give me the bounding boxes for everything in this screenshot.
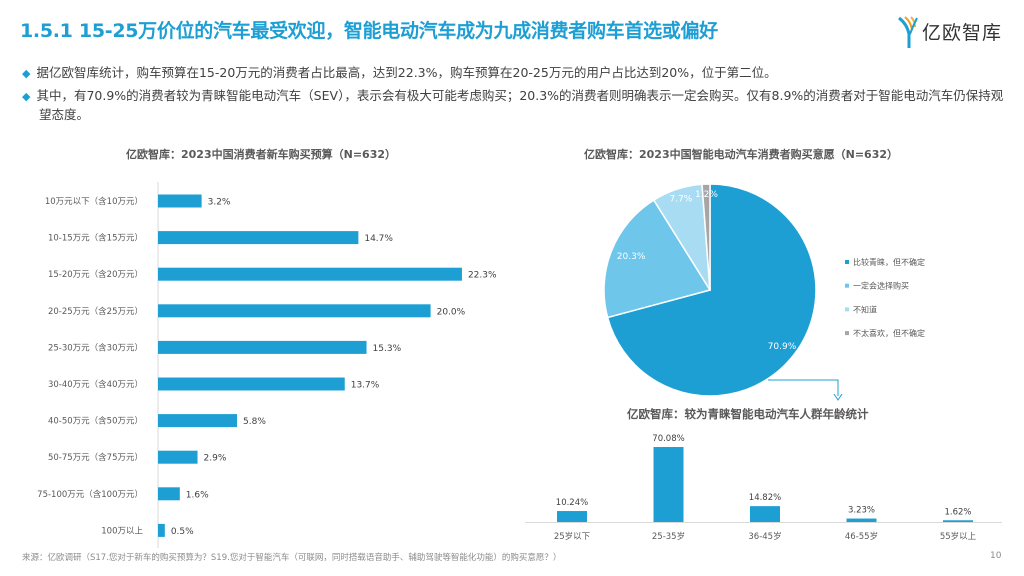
bullet-text: 据亿欧智库统计，购车预算在15-20万元的消费者占比最高，达到22.3%，购车预… (36, 65, 777, 80)
legend-label: 不知道 (853, 304, 877, 314)
intent-chart-title: 亿欧智库：2023中国智能电动汽车消费者购买意愿（N=632） (584, 148, 898, 161)
budget-category-label: 15-20万元（含20万元） (48, 269, 143, 280)
budget-bar (158, 231, 359, 245)
budget-category-label: 75-100万元（含100万元） (37, 489, 143, 500)
bullet-text: 其中，有70.9%的消费者较为青睐智能电动汽车（SEV），表示会有极大可能考虑购… (36, 88, 1004, 122)
legend-label: 一定会选择购买 (853, 281, 909, 291)
budget-value-label: 20.0% (437, 307, 466, 317)
budget-value-label: 1.6% (186, 490, 209, 500)
bullet-1: ◆ 据亿欧智库统计，购车预算在15-20万元的消费者占比最高，达到22.3%，购车… (22, 64, 1002, 83)
budget-bar (158, 304, 431, 318)
source-note: 来源：亿欧调研（S17.您对于新车的购买预算为？S19.您对于智能汽车（可联网，… (22, 553, 562, 563)
age-value-label: 1.62% (944, 507, 971, 517)
budget-bar (158, 414, 238, 428)
page-title: 1.5.1 15-25万价位的汽车最受欢迎，智能电动汽车成为九成消费者购车首选或… (20, 20, 718, 42)
arrow-down-icon (833, 393, 843, 401)
age-value-label: 10.24% (556, 498, 588, 508)
budget-bar (158, 340, 367, 354)
budget-category-label: 25-30万元（含30万元） (48, 342, 143, 353)
budget-value-label: 14.7% (364, 234, 393, 244)
pie-value-label: 20.3% (617, 252, 646, 262)
budget-bar (158, 267, 462, 281)
pie-slice (606, 183, 817, 397)
budget-value-label: 13.7% (351, 381, 380, 391)
age-chart-title: 亿欧智库：较为青睐智能电动汽车人群年龄统计 (627, 407, 869, 421)
budget-chart-title: 亿欧智库：2023中国消费者新车购买预算（N=632） (126, 148, 396, 161)
budget-value-label: 3.2% (208, 198, 231, 208)
pie-slice (603, 199, 712, 319)
budget-category-label: 20-25万元（含25万元） (48, 306, 143, 317)
budget-category-label: 10万元以下（含10万元） (45, 196, 143, 207)
budget-bar (158, 194, 202, 208)
pie-value-label: 70.9% (768, 342, 797, 352)
age-category-label: 25-35岁 (652, 531, 685, 542)
budget-value-label: 15.3% (373, 344, 402, 354)
age-value-label: 3.23% (848, 506, 875, 516)
age-category-label: 46-55岁 (845, 531, 878, 542)
age-bar (557, 511, 587, 522)
legend-swatch (845, 307, 849, 312)
connector-line (768, 379, 839, 396)
budget-bar (158, 450, 198, 464)
bullet-2: ◆ 其中，有70.9%的消费者较为青睐智能电动汽车（SEV），表示会有极大可能考虑… (22, 87, 1014, 124)
budget-category-label: 100万以上 (101, 526, 143, 536)
budget-category-label: 40-50万元（含50万元） (48, 416, 143, 427)
legend-label: 比较青睐，但不确定 (853, 257, 925, 267)
age-bar (750, 506, 780, 522)
pie-slice (701, 183, 711, 291)
budget-category-label: 10-15万元（含15万元） (48, 233, 143, 244)
budget-category-label: 50-75万元（含75万元） (48, 452, 143, 463)
budget-bar (158, 377, 345, 391)
age-value-label: 14.82% (749, 493, 781, 503)
legend-swatch (845, 260, 849, 264)
legend-swatch (845, 283, 849, 288)
budget-bar (158, 487, 180, 501)
legend-label: 不太喜欢，但不确定 (853, 328, 925, 338)
diamond-icon: ◆ (22, 90, 31, 103)
budget-category-label: 30-40万元（含40万元） (48, 379, 143, 390)
pie-value-label: 7.7% (669, 194, 692, 204)
budget-value-label: 22.3% (468, 271, 497, 281)
age-bar (846, 518, 877, 522)
age-bar (943, 520, 973, 522)
age-category-label: 36-45岁 (748, 531, 781, 542)
page-number: 10 (990, 551, 1002, 561)
budget-bar (158, 523, 165, 537)
age-value-label: 70.08% (652, 434, 684, 444)
budget-value-label: 5.8% (243, 417, 266, 427)
diamond-icon: ◆ (22, 67, 31, 80)
budget-value-label: 0.5% (171, 527, 194, 537)
age-bar (653, 447, 684, 522)
age-category-label: 25岁以下 (554, 531, 591, 542)
pie-value-label: 1.2% (695, 190, 718, 200)
budget-value-label: 2.9% (204, 454, 227, 464)
legend-swatch (845, 331, 849, 336)
age-category-label: 55岁以上 (940, 531, 977, 542)
logo-text: 亿欧智库 (922, 22, 1003, 44)
logo-icon (898, 16, 918, 48)
